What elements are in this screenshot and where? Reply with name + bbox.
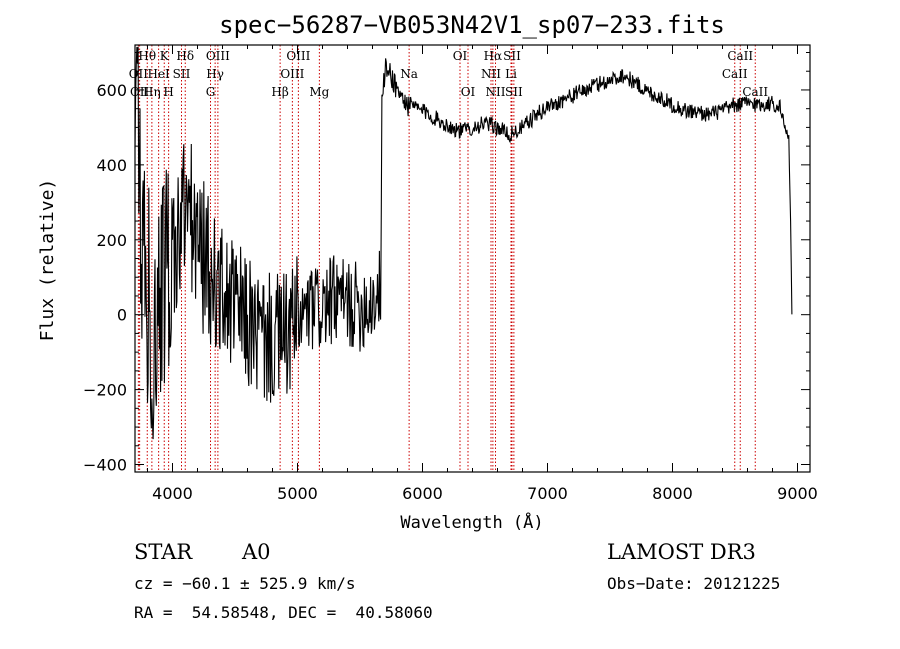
x-axis-tick-labels: 4000 5000 6000 7000 8000 9000 [152, 484, 818, 503]
spectral-line-label: OIII [206, 49, 230, 63]
flux-series-line [134, 46, 793, 440]
spectral-line-label: HeI [147, 67, 170, 81]
x-axis-ticks [147, 45, 798, 472]
spectral-line-label: Li [505, 67, 517, 81]
spectral-line-label: Hβ [271, 85, 288, 99]
survey-name: LAMOST DR3 [607, 540, 756, 564]
spectral-line-label: Na [400, 67, 418, 81]
x-tick-label: 8000 [652, 484, 693, 503]
spectral-line-label: Mg [309, 85, 329, 99]
x-tick-label: 4000 [152, 484, 193, 503]
spectral-line-label: SII [173, 67, 191, 81]
spectral-line-label: OIII [286, 49, 310, 63]
spectral-line-label: OI [453, 49, 468, 63]
x-tick-label: 9000 [777, 484, 818, 503]
redshift-readout: cz = −60.1 ± 525.9 km/s [134, 574, 356, 593]
spectral-line-label: CaII [722, 67, 748, 81]
spectral-line-label: CaII [742, 85, 768, 99]
x-tick-label: 7000 [527, 484, 568, 503]
y-tick-label: 200 [96, 231, 127, 250]
y-tick-label: −200 [83, 381, 127, 400]
y-tick-label: 400 [96, 156, 127, 175]
y-axis-label: Flux (relative) [37, 179, 58, 342]
spectral-line-label: Hθ [138, 49, 156, 63]
y-tick-label: −400 [83, 456, 127, 475]
spectral-line-label: NII [481, 67, 501, 81]
spectral-line-label: OI [461, 85, 476, 99]
x-axis-label: Wavelength (Å) [400, 511, 543, 533]
object-class: STAR [134, 540, 193, 564]
x-tick-label: 6000 [402, 484, 443, 503]
spectral-line-label: Hγ [206, 67, 224, 81]
spectral-line-label: Hα [484, 49, 503, 63]
spectral-line-label: Hδ [176, 49, 194, 63]
y-tick-label: 0 [117, 306, 127, 325]
obs-date: Obs−Date: 20121225 [607, 574, 781, 593]
spectral-line-label: G [206, 85, 216, 99]
spectral-line-label: K [160, 49, 170, 63]
spectral-line-label: SII [505, 85, 523, 99]
spectral-line-label: H [163, 85, 173, 99]
y-tick-label: 600 [96, 81, 127, 100]
y-axis-ticks [135, 51, 810, 466]
spectral-line-label: SII [503, 49, 521, 63]
spectral-line-markers [137, 45, 756, 472]
spectral-line-label: NII [486, 85, 506, 99]
spectral-line-label: Hη [143, 85, 161, 99]
chart-title: spec−56287−VB053N42V1_sp07−233.fits [219, 11, 725, 39]
spectral-line-label: OIII [280, 67, 304, 81]
object-subclass: A0 [242, 540, 271, 564]
spectral-line-label: CaII [727, 49, 753, 63]
y-axis-tick-labels: −400 −200 0 200 400 600 [83, 81, 127, 475]
coordinates: RA = 54.58548, DEC = 40.58060 [134, 603, 433, 622]
x-tick-label: 5000 [277, 484, 318, 503]
